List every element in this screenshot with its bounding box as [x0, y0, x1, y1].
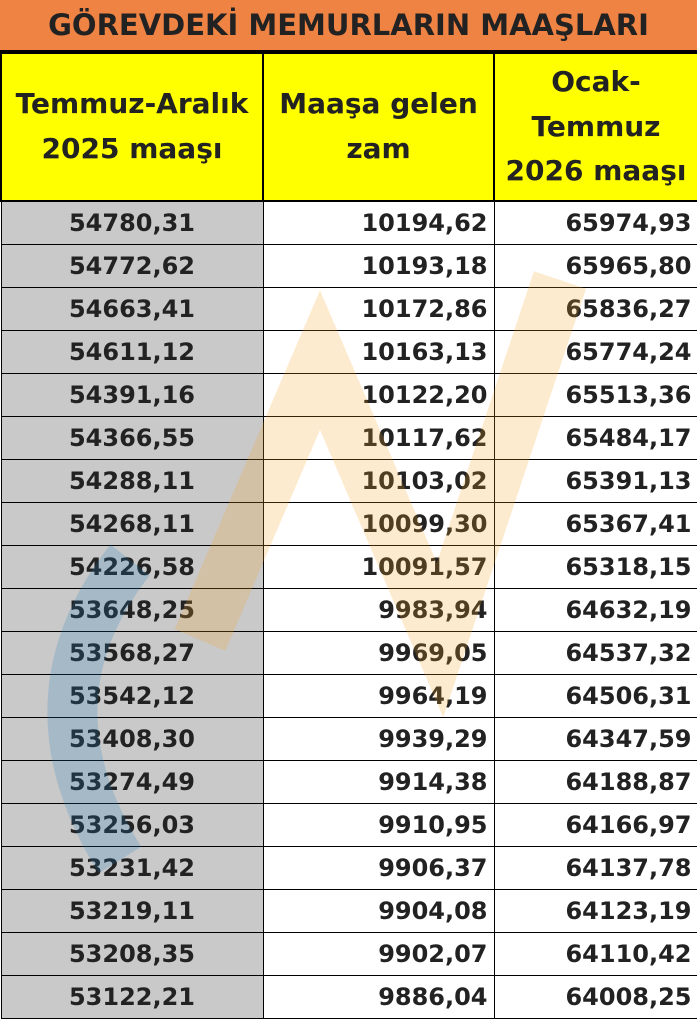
table-row: 54366,55 10117,62 65484,17: [0, 416, 697, 460]
title-bar: GÖREVDEKİ MEMURLARIN MAAŞLARI: [0, 0, 697, 52]
table-cell: 53408,30: [0, 717, 264, 761]
table-cell: 10103,02: [262, 459, 495, 503]
table-row: 53542,12 9964,19 64506,31: [0, 674, 697, 718]
table-cell: 9886,04: [262, 975, 495, 1019]
salary-table: Temmuz-Aralık 2025 maaşı Maaşa gelen zam O…: [0, 52, 697, 1019]
table-cell: 9904,08: [262, 889, 495, 933]
column-header: Temmuz-Aralık 2025 maaşı: [0, 52, 264, 202]
table-cell: 65974,93: [493, 200, 697, 245]
table-row: 53568,27 9969,05 64537,32: [0, 631, 697, 675]
table-cell: 53231,42: [0, 846, 264, 890]
column-header: Maaşa gelen zam: [262, 52, 495, 202]
table-cell: 65513,36: [493, 373, 697, 417]
table-cell: 9964,19: [262, 674, 495, 718]
table-cell: 65836,27: [493, 287, 697, 331]
table-row: 54780,31 10194,62 65974,93: [0, 200, 697, 245]
header-row: Temmuz-Aralık 2025 maaşı Maaşa gelen zam O…: [0, 52, 697, 202]
table-row: 54226,58 10091,57 65318,15: [0, 545, 697, 589]
table-cell: 64506,31: [493, 674, 697, 718]
table-cell: 9906,37: [262, 846, 495, 890]
table-cell: 64188,87: [493, 760, 697, 804]
table-cell: 53219,11: [0, 889, 264, 933]
table-cell: 53568,27: [0, 631, 264, 675]
table-row: 54288,11 10103,02 65391,13: [0, 459, 697, 503]
table-cell: 65484,17: [493, 416, 697, 460]
table-row: 53648,25 9983,94 64632,19: [0, 588, 697, 632]
table-cell: 10163,13: [262, 330, 495, 374]
table-cell: 9939,29: [262, 717, 495, 761]
table-cell: 10117,62: [262, 416, 495, 460]
table-cell: 9969,05: [262, 631, 495, 675]
table-cell: 65391,13: [493, 459, 697, 503]
column-header: Ocak-Temmuz 2026 maaşı: [493, 52, 697, 202]
table-row: 54391,16 10122,20 65513,36: [0, 373, 697, 417]
table-cell: 54268,11: [0, 502, 264, 546]
table-cell: 64347,59: [493, 717, 697, 761]
table-cell: 65965,80: [493, 244, 697, 288]
table-cell: 10122,20: [262, 373, 495, 417]
title: GÖREVDEKİ MEMURLARIN MAAŞLARI: [48, 8, 649, 42]
table-row: 53219,11 9904,08 64123,19: [0, 889, 697, 933]
table-cell: 54611,12: [0, 330, 264, 374]
table-cell: 9910,95: [262, 803, 495, 847]
table-cell: 64166,97: [493, 803, 697, 847]
table-cell: 10193,18: [262, 244, 495, 288]
table-body: 54780,31 10194,62 65974,93 54772,62 10193,18…: [0, 200, 697, 1019]
table-row: 53208,35 9902,07 64110,42: [0, 932, 697, 976]
table-row: 54663,41 10172,86 65836,27: [0, 287, 697, 331]
table-cell: 53122,21: [0, 975, 264, 1019]
table-cell: 65318,15: [493, 545, 697, 589]
table-cell: 53208,35: [0, 932, 264, 976]
table-row: 54268,11 10099,30 65367,41: [0, 502, 697, 546]
table-cell: 10099,30: [262, 502, 495, 546]
table-cell: 53256,03: [0, 803, 264, 847]
table-row: 53231,42 9906,37 64137,78: [0, 846, 697, 890]
table-row: 54611,12 10163,13 65774,24: [0, 330, 697, 374]
table-row: 53274,49 9914,38 64188,87: [0, 760, 697, 804]
table-cell: 10194,62: [262, 200, 495, 245]
table-row: 53408,30 9939,29 64347,59: [0, 717, 697, 761]
table-cell: 53274,49: [0, 760, 264, 804]
table-cell: 64137,78: [493, 846, 697, 890]
table-cell: 10091,57: [262, 545, 495, 589]
table-cell: 54391,16: [0, 373, 264, 417]
table-cell: 53648,25: [0, 588, 264, 632]
table-cell: 54288,11: [0, 459, 264, 503]
table-cell: 54226,58: [0, 545, 264, 589]
table-cell: 54772,62: [0, 244, 264, 288]
table-cell: 9902,07: [262, 932, 495, 976]
table-cell: 9983,94: [262, 588, 495, 632]
table-cell: 64110,42: [493, 932, 697, 976]
table-row: 53122,21 9886,04 64008,25: [0, 975, 697, 1019]
table-cell: 64632,19: [493, 588, 697, 632]
table-cell: 54780,31: [0, 200, 264, 245]
table-cell: 53542,12: [0, 674, 264, 718]
table-row: 54772,62 10193,18 65965,80: [0, 244, 697, 288]
table-cell: 64123,19: [493, 889, 697, 933]
table-cell: 65367,41: [493, 502, 697, 546]
table-cell: 64537,32: [493, 631, 697, 675]
table-cell: 54366,55: [0, 416, 264, 460]
table-cell: 9914,38: [262, 760, 495, 804]
table-cell: 54663,41: [0, 287, 264, 331]
table-cell: 64008,25: [493, 975, 697, 1019]
table-row: 53256,03 9910,95 64166,97: [0, 803, 697, 847]
table-cell: 65774,24: [493, 330, 697, 374]
table-cell: 10172,86: [262, 287, 495, 331]
